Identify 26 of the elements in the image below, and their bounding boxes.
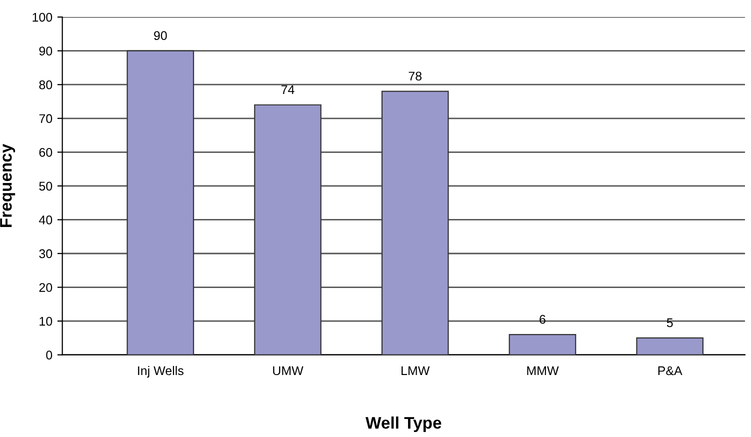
y-tick-label: 60 bbox=[39, 148, 52, 157]
bar bbox=[254, 104, 322, 355]
x-axis-title: Well Type bbox=[366, 416, 442, 432]
data-label: 74 bbox=[281, 85, 294, 94]
y-tick-label: 50 bbox=[39, 182, 52, 191]
x-tick-label: UMW bbox=[273, 366, 304, 376]
y-tick-label: 30 bbox=[39, 249, 52, 258]
y-axis-title: Frequency bbox=[0, 144, 16, 227]
bar bbox=[381, 90, 449, 355]
y-tick-label: 10 bbox=[40, 316, 52, 326]
bar bbox=[508, 334, 576, 355]
y-tick-label: 40 bbox=[38, 216, 52, 224]
x-tick-label: P&A bbox=[658, 366, 682, 376]
y-tick-label: 70 bbox=[39, 114, 52, 124]
x-tick-label: Inj Wells bbox=[138, 366, 184, 378]
x-tick-label: MMW bbox=[527, 366, 559, 376]
bar bbox=[636, 337, 704, 355]
data-label: 90 bbox=[154, 31, 167, 40]
y-tick-label: 80 bbox=[39, 80, 52, 90]
bar bbox=[126, 50, 194, 355]
y-tick-label: 0 bbox=[46, 350, 52, 360]
y-tick-label: 20 bbox=[39, 283, 52, 292]
y-tick-label: 90 bbox=[39, 46, 52, 56]
y-tick-label: 100 bbox=[32, 12, 52, 22]
x-tick-label: LMW bbox=[402, 366, 430, 376]
data-label: 78 bbox=[408, 72, 422, 81]
